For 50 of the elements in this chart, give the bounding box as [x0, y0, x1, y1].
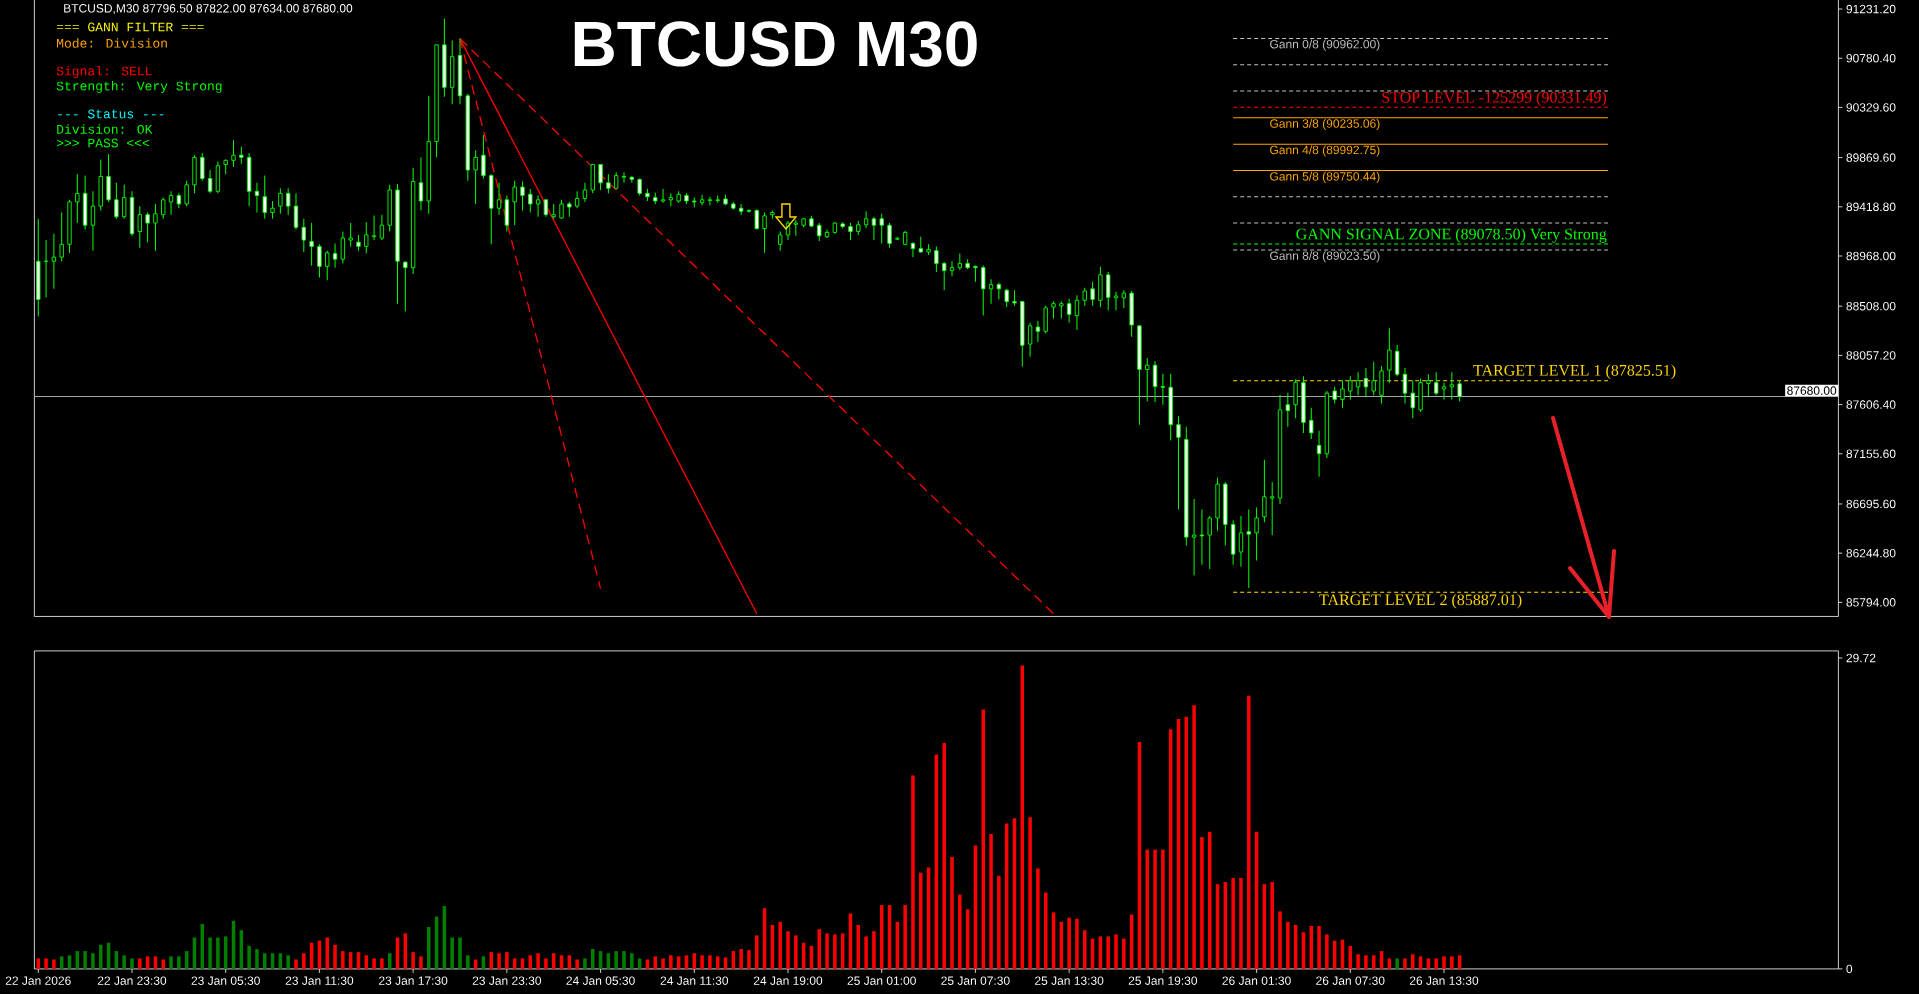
y-tick-label: 89869.60 — [1846, 153, 1896, 162]
x-tick-label: 23 Jan 23:30 — [472, 976, 542, 985]
y-tick-label: 85794.00 — [1846, 598, 1896, 607]
y-tick-label: 29.72 — [1846, 653, 1876, 663]
x-tick-label: 23 Jan 11:30 — [285, 976, 354, 985]
ref-line-label: Gann 5/8 (89750.44) — [1270, 171, 1380, 183]
x-tick-label: 26 Jan 01:30 — [1222, 976, 1291, 985]
annotation: Mode: Division — [57, 38, 167, 48]
y-tick-label: 88508.00 — [1846, 301, 1896, 311]
annotation: Division: OK — [57, 124, 153, 134]
annotation: --- Status --- — [58, 109, 164, 119]
annotation: Signal: SELL — [56, 65, 152, 79]
x-tick-label: 25 Jan 13:30 — [1035, 976, 1104, 985]
x-tick-label: 25 Jan 01:00 — [847, 976, 916, 985]
y-tick-label: 89418.80 — [1846, 202, 1896, 212]
y-tick-label: 88057.20 — [1846, 351, 1896, 360]
y-tick-label: 87606.40 — [1846, 400, 1896, 409]
x-tick-label: 22 Jan 23:30 — [97, 976, 167, 985]
y-tick-label: 90329.60 — [1846, 103, 1896, 112]
ref-line-label: GANN SIGNAL ZONE (89078.50) Very Strong — [1296, 228, 1607, 243]
x-tick-label: 22 Jan 2026 — [5, 976, 71, 985]
ref-line-label: TARGET LEVEL 1 (87825.51) — [1473, 364, 1676, 379]
x-tick-label: 23 Jan 17:30 — [379, 976, 448, 985]
y-tick-label: 86244.80 — [1846, 548, 1896, 558]
y-tick-label: 91231.20 — [1846, 4, 1896, 14]
ref-line-label: Gann 3/8 (90235.06) — [1270, 118, 1380, 131]
ref-line-label: STOP LEVEL -125299 (90331.49) — [1382, 91, 1607, 107]
x-tick-label: 24 Jan 19:00 — [753, 976, 823, 985]
text: BTCUSD M30 — [574, 21, 977, 67]
y-tick-label: 86695.60 — [1846, 499, 1896, 509]
x-tick-label: 24 Jan 05:30 — [566, 976, 635, 985]
ref-line-label: Gann 8/8 (89023.50) — [1270, 251, 1380, 263]
annotation: >>> PASS <<< — [56, 138, 150, 148]
y-tick-label: 88968.00 — [1846, 251, 1896, 261]
ref-line-label: 87680.00 — [1787, 386, 1837, 395]
x-tick-label: 26 Jan 13:30 — [1409, 976, 1479, 985]
annotation: BTCUSD,M30 87796.50 87822.00 87634.00 87680.00 — [64, 4, 353, 14]
y-tick-label: 0 — [1846, 964, 1853, 974]
x-tick-label: 25 Jan 07:30 — [941, 976, 1010, 985]
annotation: === GANN FILTER === — [56, 22, 204, 32]
ref-line-label: TARGET LEVEL 2 (85887.01) — [1319, 593, 1522, 609]
annotation: Strength: Very Strong — [56, 80, 222, 94]
y-tick-label: 90780.40 — [1846, 53, 1896, 63]
ref-line-label: Gann 4/8 (89992.75) — [1270, 145, 1380, 157]
x-tick-label: 24 Jan 11:30 — [660, 976, 729, 985]
ref-line-label: Gann 0/8 (90962.00) — [1270, 39, 1380, 51]
y-tick-label: 87155.60 — [1846, 449, 1896, 459]
x-tick-label: 26 Jan 07:30 — [1316, 976, 1385, 985]
x-tick-label: 23 Jan 05:30 — [191, 976, 260, 985]
x-tick-label: 25 Jan 19:30 — [1128, 976, 1198, 985]
